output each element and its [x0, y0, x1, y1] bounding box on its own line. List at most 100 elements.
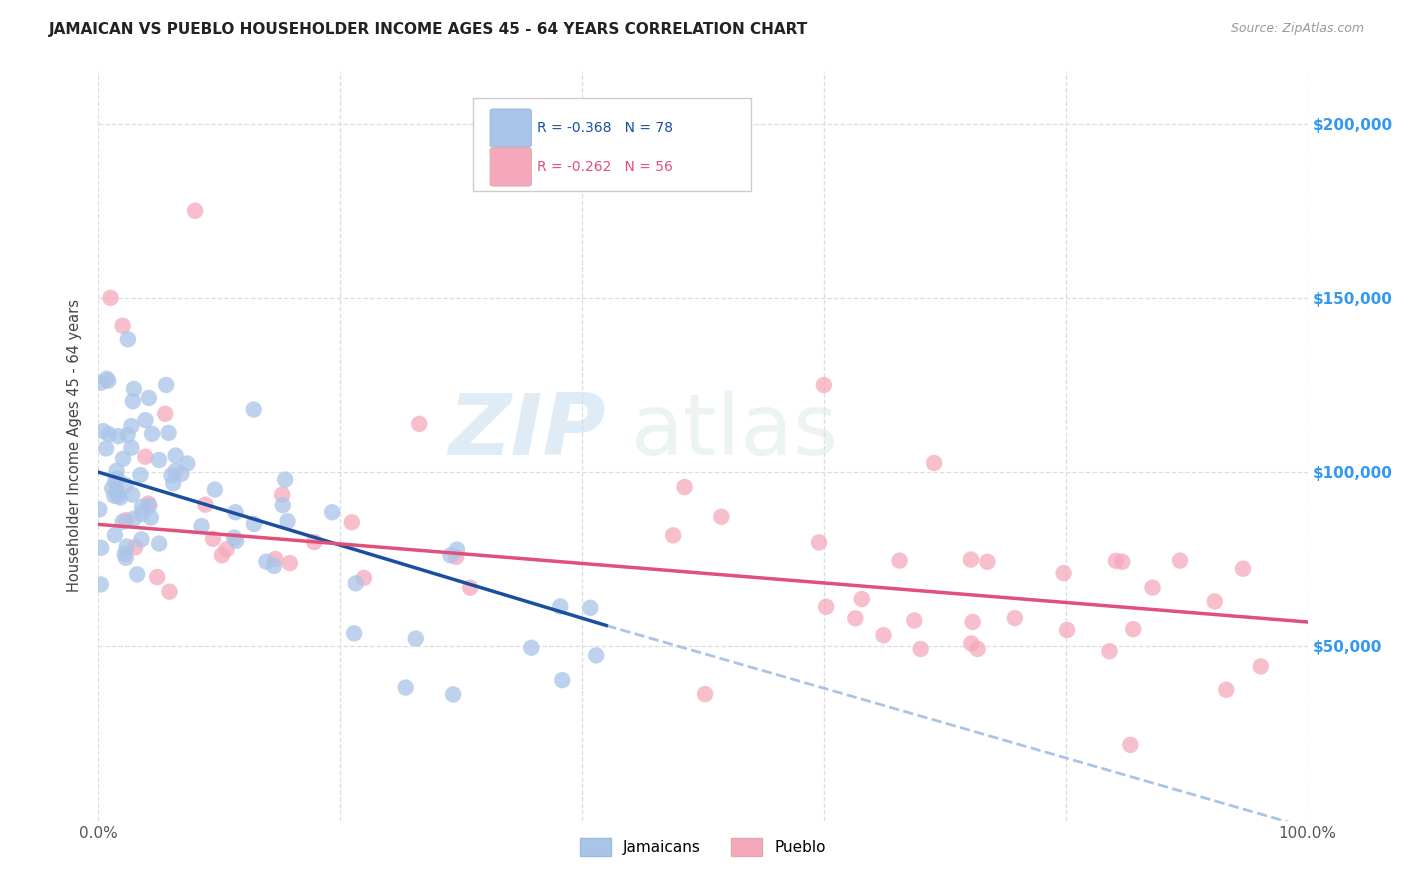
Point: [120, 441, 142, 455]
Point: [105, 464, 128, 478]
Point: [343, 626, 366, 640]
Point: [966, 642, 988, 657]
Point: [101, 482, 124, 496]
Point: [90, 577, 112, 591]
Text: R = -0.262   N = 56: R = -0.262 N = 56: [537, 160, 673, 174]
Text: JAMAICAN VS PUEBLO HOUSEHOLDER INCOME AGES 45 - 64 YEARS CORRELATION CHART: JAMAICAN VS PUEBLO HOUSEHOLDER INCOME AG…: [49, 22, 808, 37]
Point: [815, 599, 838, 614]
Point: [444, 549, 467, 564]
Point: [224, 505, 246, 519]
Point: [872, 628, 894, 642]
Point: [271, 498, 294, 512]
Point: [693, 687, 716, 701]
Point: [165, 449, 187, 463]
Point: [112, 451, 135, 466]
Point: [114, 547, 136, 561]
FancyBboxPatch shape: [491, 109, 531, 147]
Point: [107, 472, 129, 486]
Point: [122, 382, 145, 396]
Point: [340, 516, 363, 530]
Point: [90, 541, 112, 555]
Point: [903, 614, 925, 628]
Point: [90, 376, 112, 390]
Point: [134, 450, 156, 464]
Point: [91, 424, 114, 438]
Point: [120, 419, 142, 434]
Point: [122, 394, 145, 409]
Point: [353, 571, 375, 585]
Point: [962, 615, 984, 629]
Point: [155, 377, 177, 392]
Point: [662, 528, 685, 542]
Point: [100, 291, 122, 305]
Point: [117, 428, 139, 442]
Point: [190, 519, 212, 533]
Point: [107, 429, 129, 443]
Point: [204, 483, 226, 497]
Text: ZIP: ZIP: [449, 390, 606, 473]
Point: [446, 542, 468, 557]
Point: [1250, 659, 1272, 673]
Point: [155, 407, 177, 421]
Point: [263, 558, 285, 573]
Text: R = -0.368   N = 78: R = -0.368 N = 78: [537, 120, 673, 135]
Point: [108, 491, 131, 505]
Point: [148, 453, 170, 467]
Point: [520, 640, 543, 655]
Point: [103, 489, 125, 503]
Point: [844, 611, 866, 625]
Point: [321, 505, 343, 519]
Point: [1215, 682, 1237, 697]
Point: [138, 499, 160, 513]
Point: [114, 550, 136, 565]
Point: [104, 528, 127, 542]
Point: [114, 513, 136, 527]
Point: [215, 542, 238, 557]
Point: [1232, 562, 1254, 576]
Point: [131, 500, 153, 514]
Point: [1142, 581, 1164, 595]
Point: [176, 457, 198, 471]
Point: [122, 511, 145, 525]
Point: [104, 474, 127, 488]
Point: [1052, 566, 1074, 580]
Point: [243, 516, 266, 531]
Point: [121, 488, 143, 502]
Point: [114, 478, 136, 492]
Point: [1056, 623, 1078, 637]
FancyBboxPatch shape: [474, 97, 751, 191]
Point: [1004, 611, 1026, 625]
Point: [585, 648, 607, 663]
Point: [224, 531, 246, 545]
Point: [105, 483, 128, 498]
Point: [976, 555, 998, 569]
Point: [274, 473, 297, 487]
Point: [277, 514, 299, 528]
Point: [111, 318, 134, 333]
Point: [138, 391, 160, 405]
Point: [344, 576, 367, 591]
Point: [922, 456, 945, 470]
Point: [910, 642, 932, 657]
Point: [170, 467, 193, 481]
Point: [1105, 554, 1128, 568]
Point: [1111, 555, 1133, 569]
Point: [157, 425, 180, 440]
Point: [441, 688, 464, 702]
Point: [127, 567, 149, 582]
Point: [548, 599, 571, 614]
Point: [117, 332, 139, 346]
Point: [96, 442, 118, 456]
Point: [184, 203, 207, 218]
Point: [162, 476, 184, 491]
Point: [89, 502, 111, 516]
Point: [960, 636, 983, 650]
Point: [405, 632, 427, 646]
Point: [97, 427, 120, 442]
Point: [1119, 738, 1142, 752]
Point: [673, 480, 696, 494]
Point: [304, 535, 326, 549]
Point: [1122, 622, 1144, 636]
Point: [146, 570, 169, 584]
Point: [408, 417, 430, 431]
